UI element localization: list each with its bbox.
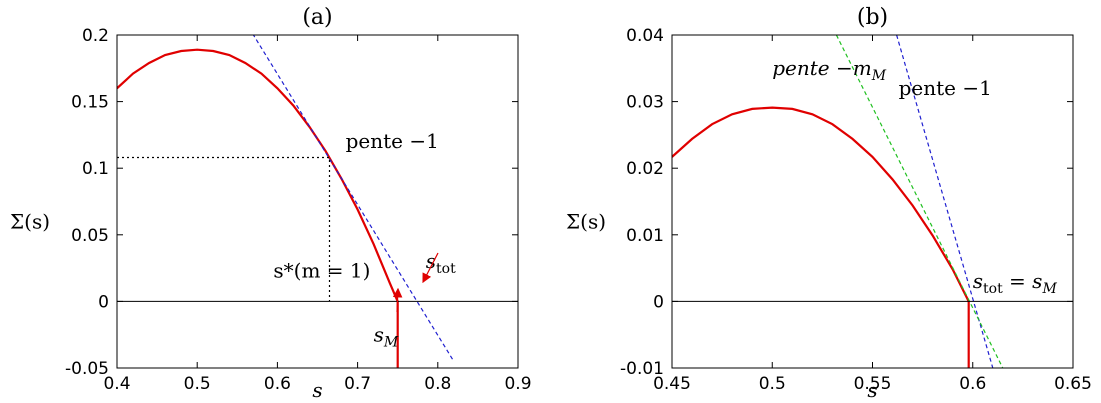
panel-title: (a) (302, 5, 332, 30)
y-axis-label: Σ(s) (566, 209, 606, 233)
y-tick-label: 0.04 (626, 26, 664, 46)
x-axis-label: s (867, 378, 877, 402)
panel-b: 0.45 0.5 0.55 0.6 0.65 -0.01 0 0.01 0.02 0.03 0.04… (566, 5, 1092, 402)
y-tick-label: -0.01 (620, 359, 664, 379)
series-line-0 (117, 48, 399, 302)
x-tick-label: 0.8 (424, 374, 451, 394)
y-tick-label: 0 (653, 292, 664, 312)
y-tick-label: 0.15 (71, 93, 109, 113)
arrow-sm (392, 287, 403, 313)
y-tick-label: 0.2 (82, 26, 109, 46)
x-tick-label: 0.55 (854, 374, 892, 394)
y-tick-label: -0.05 (65, 359, 109, 379)
x-axis-label: s (312, 378, 322, 402)
panel-title: (b) (857, 5, 888, 30)
annotation-2: stot = sM (973, 269, 1058, 297)
x-tick-label: 0.65 (1054, 374, 1092, 394)
annotation-1: pente −1 (899, 76, 992, 100)
series-line-0 (672, 106, 970, 302)
x-tick-label: 0.45 (653, 374, 691, 394)
y-tick-label: 0.05 (71, 226, 109, 246)
annotation-2: stot (426, 249, 456, 277)
y-tick-label: 0.03 (626, 93, 664, 113)
plot-frame (671, 34, 1074, 369)
y-tick-label: 0.02 (626, 159, 664, 179)
x-tick-label: 0.4 (103, 374, 130, 394)
arrow-stot (422, 252, 439, 284)
y-tick-label: 0.1 (82, 159, 109, 179)
series-line-3 (117, 156, 331, 302)
plot-area (672, 35, 1073, 368)
annotation-0: pente −mM (772, 56, 886, 84)
panel-a: 0.4 0.5 0.6 0.7 0.8 0.9 -0.05 0 0.05 0.1 0.15 0.2 (a… (10, 5, 532, 402)
x-tick-label: 0.6 (264, 374, 291, 394)
annotation-1: s*(m = 1) (273, 258, 370, 282)
series-line-2 (252, 35, 455, 362)
x-tick-label: 0.6 (959, 374, 986, 394)
y-tick-label: 0.01 (626, 226, 664, 246)
x-tick-label: 0.5 (759, 374, 786, 394)
y-tick-label: 0 (98, 292, 109, 312)
plot-frame (116, 34, 519, 369)
y-axis-label: Σ(s) (10, 209, 50, 233)
x-tick-label: 0.7 (344, 374, 371, 394)
series-line-2 (896, 35, 994, 368)
x-tick-label: 0.9 (504, 374, 531, 394)
series-line-3 (835, 35, 1004, 368)
plot-area (117, 35, 518, 368)
x-tick-label: 0.5 (184, 374, 211, 394)
annotation-0: pente −1 (346, 129, 439, 153)
annotation-3: sM (374, 322, 399, 350)
